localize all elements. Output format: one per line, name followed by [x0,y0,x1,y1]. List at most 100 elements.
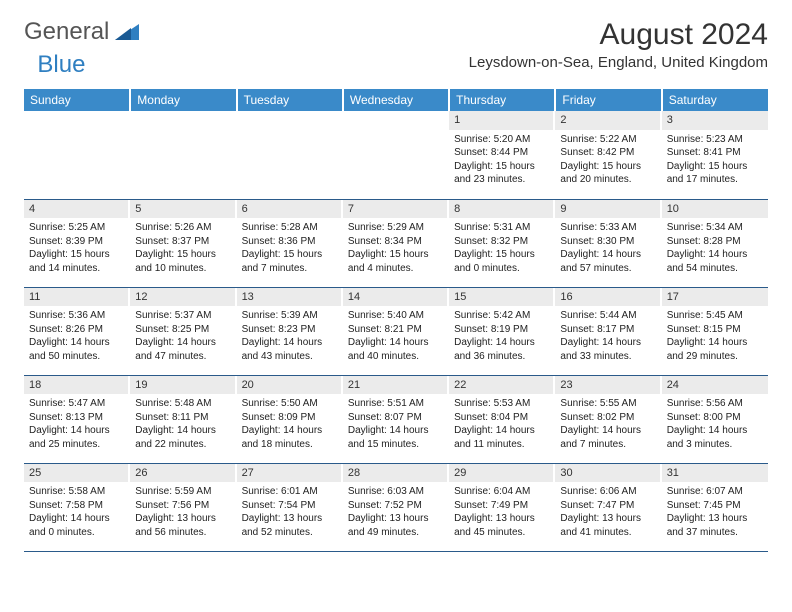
day-body: Sunrise: 5:44 AMSunset: 8:17 PMDaylight:… [555,306,661,367]
daylight-line: Daylight: 13 hours and 49 minutes. [348,512,444,539]
day-number: 12 [130,288,236,307]
daylight-line: Daylight: 14 hours and 0 minutes. [29,512,125,539]
sunset-line: Sunset: 8:25 PM [135,323,231,337]
sunset-line: Sunset: 8:02 PM [560,411,656,425]
sunset-line: Sunset: 8:11 PM [135,411,231,425]
day-body: Sunrise: 6:04 AMSunset: 7:49 PMDaylight:… [449,482,555,543]
sunset-line: Sunset: 8:28 PM [667,235,763,249]
day-body: Sunrise: 5:29 AMSunset: 8:34 PMDaylight:… [343,218,449,279]
day-body: Sunrise: 5:39 AMSunset: 8:23 PMDaylight:… [237,306,343,367]
daylight-line: Daylight: 15 hours and 4 minutes. [348,248,444,275]
sunset-line: Sunset: 8:36 PM [242,235,338,249]
daylight-line: Daylight: 14 hours and 15 minutes. [348,424,444,451]
day-body: Sunrise: 5:42 AMSunset: 8:19 PMDaylight:… [449,306,555,367]
sunrise-line: Sunrise: 6:07 AM [667,485,763,499]
daylight-line: Daylight: 14 hours and 40 minutes. [348,336,444,363]
day-number: 27 [237,464,343,483]
day-number: 9 [555,200,661,219]
sunset-line: Sunset: 8:30 PM [560,235,656,249]
calendar-cell: 28Sunrise: 6:03 AMSunset: 7:52 PMDayligh… [343,463,449,551]
calendar-cell: 11Sunrise: 5:36 AMSunset: 8:26 PMDayligh… [24,287,130,375]
day-body: Sunrise: 5:22 AMSunset: 8:42 PMDaylight:… [555,130,661,191]
daylight-line: Daylight: 14 hours and 50 minutes. [29,336,125,363]
calendar-cell: 22Sunrise: 5:53 AMSunset: 8:04 PMDayligh… [449,375,555,463]
sunrise-line: Sunrise: 6:03 AM [348,485,444,499]
day-number: 22 [449,376,555,395]
sunset-line: Sunset: 8:32 PM [454,235,550,249]
sunset-line: Sunset: 7:58 PM [29,499,125,513]
sunrise-line: Sunrise: 5:36 AM [29,309,125,323]
day-number: 6 [237,200,343,219]
day-number: 19 [130,376,236,395]
sunrise-line: Sunrise: 5:31 AM [454,221,550,235]
sunset-line: Sunset: 7:47 PM [560,499,656,513]
day-body: Sunrise: 6:03 AMSunset: 7:52 PMDaylight:… [343,482,449,543]
calendar-cell: 27Sunrise: 6:01 AMSunset: 7:54 PMDayligh… [237,463,343,551]
sunrise-line: Sunrise: 5:45 AM [667,309,763,323]
sunrise-line: Sunrise: 5:22 AM [560,133,656,147]
calendar-cell: 6Sunrise: 5:28 AMSunset: 8:36 PMDaylight… [237,199,343,287]
day-number: 11 [24,288,130,307]
sunset-line: Sunset: 7:45 PM [667,499,763,513]
calendar-cell: 20Sunrise: 5:50 AMSunset: 8:09 PMDayligh… [237,375,343,463]
weekday-header: Sunday [24,89,130,111]
day-number: 5 [130,200,236,219]
calendar-cell: 2Sunrise: 5:22 AMSunset: 8:42 PMDaylight… [555,111,661,199]
day-number: 8 [449,200,555,219]
daylight-line: Daylight: 14 hours and 47 minutes. [135,336,231,363]
daylight-line: Daylight: 14 hours and 3 minutes. [667,424,763,451]
sunrise-line: Sunrise: 5:26 AM [135,221,231,235]
sunrise-line: Sunrise: 5:48 AM [135,397,231,411]
weekday-header: Thursday [449,89,555,111]
day-body: Sunrise: 5:26 AMSunset: 8:37 PMDaylight:… [130,218,236,279]
day-body: Sunrise: 5:45 AMSunset: 8:15 PMDaylight:… [662,306,768,367]
calendar-cell: 7Sunrise: 5:29 AMSunset: 8:34 PMDaylight… [343,199,449,287]
title-block: August 2024 Leysdown-on-Sea, England, Un… [469,18,768,71]
sunset-line: Sunset: 8:19 PM [454,323,550,337]
sunset-line: Sunset: 8:42 PM [560,146,656,160]
calendar-cell: 31Sunrise: 6:07 AMSunset: 7:45 PMDayligh… [662,463,768,551]
daylight-line: Daylight: 14 hours and 57 minutes. [560,248,656,275]
daylight-line: Daylight: 14 hours and 54 minutes. [667,248,763,275]
calendar-cell: 18Sunrise: 5:47 AMSunset: 8:13 PMDayligh… [24,375,130,463]
sunrise-line: Sunrise: 5:56 AM [667,397,763,411]
calendar-cell [343,111,449,199]
sunrise-line: Sunrise: 5:39 AM [242,309,338,323]
daylight-line: Daylight: 14 hours and 33 minutes. [560,336,656,363]
calendar-cell: 9Sunrise: 5:33 AMSunset: 8:30 PMDaylight… [555,199,661,287]
day-body: Sunrise: 5:33 AMSunset: 8:30 PMDaylight:… [555,218,661,279]
sunset-line: Sunset: 8:39 PM [29,235,125,249]
sunset-line: Sunset: 8:23 PM [242,323,338,337]
daylight-line: Daylight: 14 hours and 36 minutes. [454,336,550,363]
day-body: Sunrise: 5:50 AMSunset: 8:09 PMDaylight:… [237,394,343,455]
calendar-cell: 19Sunrise: 5:48 AMSunset: 8:11 PMDayligh… [130,375,236,463]
calendar-cell: 13Sunrise: 5:39 AMSunset: 8:23 PMDayligh… [237,287,343,375]
day-body: Sunrise: 5:40 AMSunset: 8:21 PMDaylight:… [343,306,449,367]
sunrise-line: Sunrise: 6:06 AM [560,485,656,499]
day-body: Sunrise: 5:48 AMSunset: 8:11 PMDaylight:… [130,394,236,455]
sunrise-line: Sunrise: 5:25 AM [29,221,125,235]
sunrise-line: Sunrise: 5:59 AM [135,485,231,499]
sunset-line: Sunset: 8:17 PM [560,323,656,337]
daylight-line: Daylight: 15 hours and 20 minutes. [560,160,656,187]
daylight-line: Daylight: 13 hours and 37 minutes. [667,512,763,539]
calendar-cell [237,111,343,199]
day-number: 10 [662,200,768,219]
day-body: Sunrise: 6:07 AMSunset: 7:45 PMDaylight:… [662,482,768,543]
day-number: 23 [555,376,661,395]
calendar-cell: 10Sunrise: 5:34 AMSunset: 8:28 PMDayligh… [662,199,768,287]
calendar-table: SundayMondayTuesdayWednesdayThursdayFrid… [24,89,768,552]
day-body: Sunrise: 5:28 AMSunset: 8:36 PMDaylight:… [237,218,343,279]
day-body: Sunrise: 5:59 AMSunset: 7:56 PMDaylight:… [130,482,236,543]
day-number: 31 [662,464,768,483]
daylight-line: Daylight: 13 hours and 45 minutes. [454,512,550,539]
day-body: Sunrise: 5:51 AMSunset: 8:07 PMDaylight:… [343,394,449,455]
day-body: Sunrise: 5:31 AMSunset: 8:32 PMDaylight:… [449,218,555,279]
sunset-line: Sunset: 7:54 PM [242,499,338,513]
day-body: Sunrise: 5:37 AMSunset: 8:25 PMDaylight:… [130,306,236,367]
day-number: 24 [662,376,768,395]
sunrise-line: Sunrise: 5:58 AM [29,485,125,499]
sunrise-line: Sunrise: 5:40 AM [348,309,444,323]
daylight-line: Daylight: 14 hours and 7 minutes. [560,424,656,451]
daylight-line: Daylight: 15 hours and 10 minutes. [135,248,231,275]
